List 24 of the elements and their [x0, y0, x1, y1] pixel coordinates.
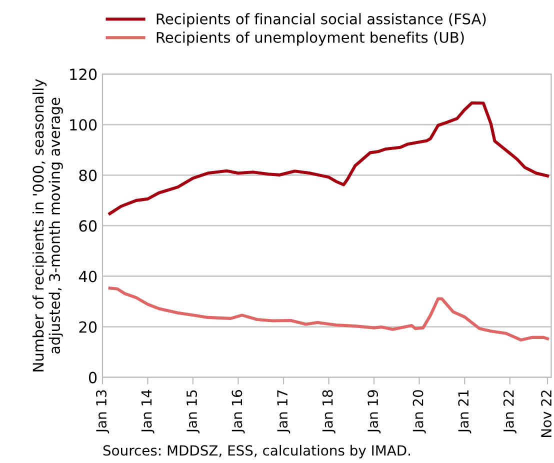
legend-label: Recipients of unemployment benefits (UB): [156, 32, 464, 46]
x-tick-label: Jan 20: [412, 390, 426, 434]
line-series: [108, 286, 550, 342]
y-tick-label: 0: [88, 372, 97, 384]
y-tick-label: 120: [70, 68, 97, 80]
y-tick-label: 100: [70, 119, 97, 131]
x-tick-label: Jan 22: [503, 390, 516, 434]
x-tick-label: Jan 17: [277, 390, 290, 434]
x-tick-label: Jan 18: [322, 390, 336, 434]
y-tick-label: 20: [79, 321, 97, 333]
y-tick-label: 60: [79, 220, 97, 232]
x-tick-label: Jan 16: [232, 390, 245, 434]
x-tick-label: Jan 14: [141, 390, 154, 434]
x-tick-label: Jan 19: [368, 390, 381, 434]
legend-label: Recipients of financial social assistance (FSA): [156, 13, 486, 28]
y-tick-label: 40: [78, 270, 97, 282]
x-tick-label: Jan 15: [186, 390, 200, 434]
source-note: Sources: MDDSZ, ESS, calculations by IMAD.: [103, 444, 410, 458]
x-tick-label: Jan 21: [458, 390, 472, 434]
y-tick-label: 80: [79, 170, 97, 182]
x-tick-label: Nov 22: [541, 390, 552, 437]
x-tick-label: Jan 13: [96, 390, 110, 434]
y-axis-title: Number of recipients in '000, seasonally adjusted, 3-month moving average: [32, 79, 63, 372]
line-series: [108, 101, 550, 216]
